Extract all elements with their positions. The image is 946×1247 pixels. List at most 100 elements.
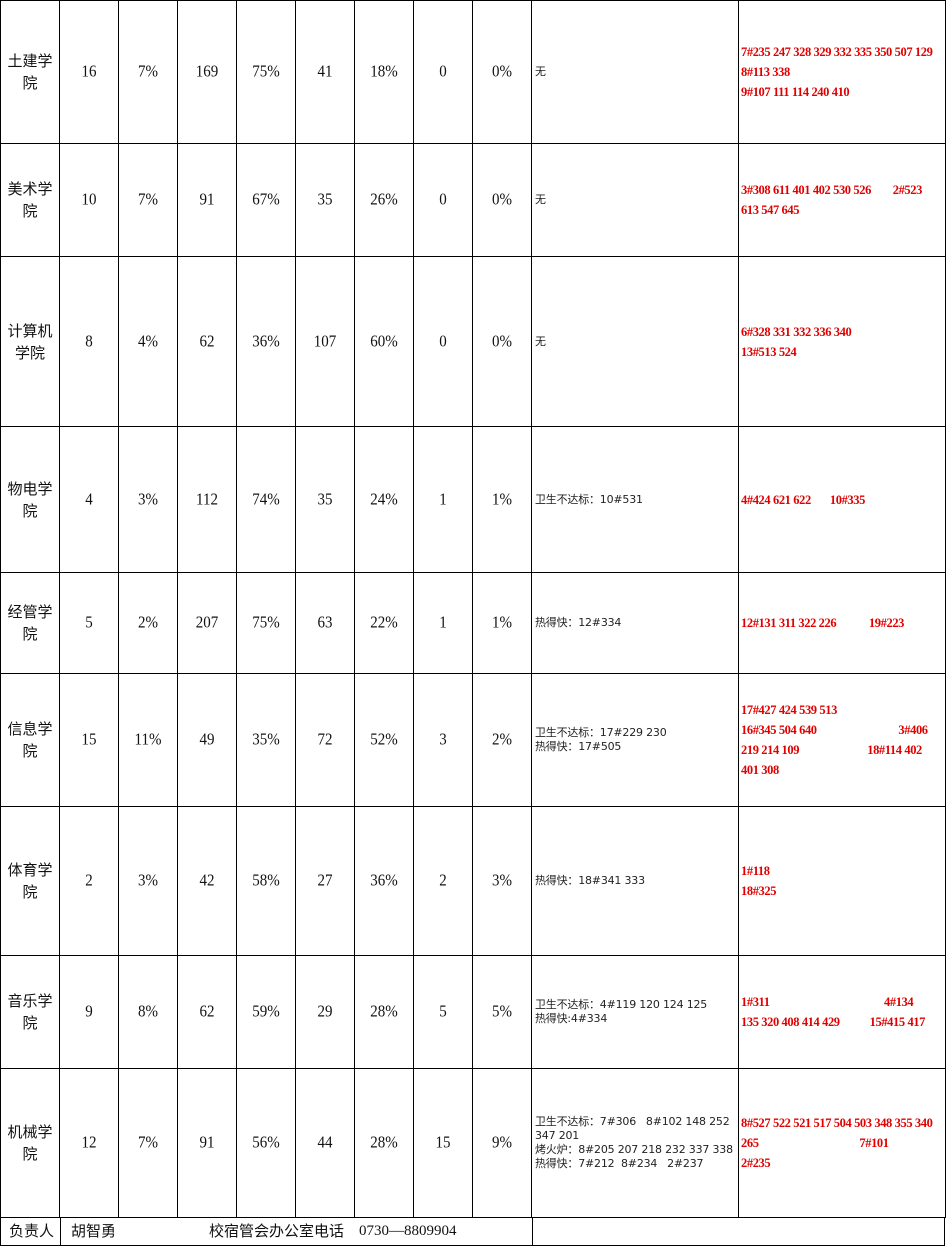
table-row: 音乐学院 9 8% 62 59% 29 28% 5 5% 卫生不达标：4#119 120 124 … bbox=[0, 946, 946, 1078]
table-row: 经管学院 5 2% 207 75% 63 22% 1 1% 热得快：12#334 12#131 31… bbox=[0, 564, 946, 682]
room-list: 7#235 247 328 329 332 335 350 507 129 8#1… bbox=[738, 0, 946, 144]
stat-cell-c7: 0 bbox=[413, 243, 473, 440]
room-line: 7#235 247 328 329 332 335 350 507 129 bbox=[741, 45, 933, 59]
stat-cell-c2: 8% bbox=[118, 946, 178, 1078]
violation-notes: 热得快：12#334 bbox=[531, 572, 739, 674]
stat-cell-c6: 22% bbox=[354, 564, 414, 682]
violation-line: 卫生不达标：4#119 120 124 125 bbox=[535, 998, 708, 1011]
stat-cell-c3: 112 bbox=[177, 414, 237, 585]
room-line: 219 214 109 18#114 402 bbox=[741, 743, 922, 757]
room-line: 265 7#101 bbox=[741, 1136, 889, 1150]
stat-cell-c5: 72 bbox=[295, 662, 355, 818]
room-list: 1#118 18#325 bbox=[738, 806, 946, 956]
table-row: 计算机学院 8 4% 62 36% 107 60% 0 0% 无 6#328 331 332 336… bbox=[0, 243, 946, 440]
stat-cell-c5: 44 bbox=[295, 1056, 355, 1230]
stat-cell-c6: 36% bbox=[354, 794, 414, 968]
room-line: 8#527 522 521 517 504 503 348 355 340 bbox=[741, 1116, 933, 1130]
stat-cell-c5: 41 bbox=[295, 0, 355, 155]
office-phone-label: 校宿管会办公室电话 bbox=[209, 1222, 345, 1240]
stat-cell-c3: 49 bbox=[177, 662, 237, 818]
room-line: 12#131 311 322 226 19#223 bbox=[741, 616, 905, 630]
college-name: 音乐学院 bbox=[0, 955, 60, 1069]
violation-line: 热得快：17#505 bbox=[535, 740, 622, 753]
stat-cell-c7: 15 bbox=[413, 1056, 473, 1230]
violation-notes: 卫生不达标：10#531 bbox=[531, 426, 739, 573]
room-line: 4#424 621 622 10#335 bbox=[741, 492, 865, 507]
room-line: 135 320 408 414 429 15#415 417 bbox=[741, 1015, 926, 1029]
stat-cell-c5: 35 bbox=[295, 414, 355, 585]
violation-notes: 无 bbox=[531, 256, 739, 427]
stat-cell-c4: 36% bbox=[236, 243, 296, 440]
table-row: 美术学院 10 7% 91 67% 35 26% 0 0% 无 3#308 611 401 402 … bbox=[0, 134, 946, 266]
stat-cell-c2: 4% bbox=[118, 243, 178, 440]
stat-cell-c4: 74% bbox=[236, 414, 296, 585]
room-list: 6#328 331 332 336 340 13#513 524 bbox=[738, 256, 946, 427]
stat-cell-c7: 0 bbox=[413, 0, 473, 155]
stat-cell-c8: 1% bbox=[472, 564, 532, 682]
room-line: 613 547 645 bbox=[741, 203, 800, 217]
violation-line: 烤火炉：8#205 207 218 232 337 338 bbox=[535, 1143, 733, 1156]
stat-cell-c8: 0% bbox=[472, 243, 532, 440]
college-name: 美术学院 bbox=[0, 143, 60, 257]
stat-cell-c1: 15 bbox=[59, 662, 119, 818]
stat-cell-c8: 9% bbox=[472, 1056, 532, 1230]
stat-cell-c2: 3% bbox=[118, 414, 178, 585]
stat-cell-c2: 7% bbox=[118, 1056, 178, 1230]
stat-cell-c8: 0% bbox=[472, 0, 532, 155]
violation-notes: 热得快：18#341 333 bbox=[531, 806, 739, 956]
stat-cell-c2: 7% bbox=[118, 0, 178, 155]
room-line: 2#235 bbox=[741, 1156, 771, 1170]
stat-cell-c1: 9 bbox=[59, 946, 119, 1078]
stat-cell-c3: 62 bbox=[177, 243, 237, 440]
violation-line: 卫生不达标：7#306 8#102 148 252 347 201 bbox=[535, 1115, 733, 1142]
room-line: 1#118 bbox=[741, 864, 770, 878]
room-line: 13#513 524 bbox=[741, 344, 797, 359]
stat-cell-c8: 3% bbox=[472, 794, 532, 968]
stat-cell-c1: 16 bbox=[59, 0, 119, 155]
room-line: 9#107 111 114 240 410 bbox=[741, 85, 850, 99]
college-name: 土建学院 bbox=[0, 0, 60, 144]
stat-cell-c1: 12 bbox=[59, 1056, 119, 1230]
room-list: 17#427 424 539 513 16#345 504 640 3#406 21… bbox=[738, 673, 946, 807]
stat-cell-c1: 8 bbox=[59, 243, 119, 440]
violation-line: 热得快：18#341 333 bbox=[535, 874, 645, 887]
room-line: 6#328 331 332 336 340 bbox=[741, 324, 852, 339]
violation-notes: 卫生不达标：4#119 120 124 125 热得快:4#334 bbox=[531, 955, 739, 1069]
stat-cell-c4: 56% bbox=[236, 1056, 296, 1230]
violation-line: 热得快：12#334 bbox=[535, 616, 622, 629]
table-row: 物电学院 4 3% 112 74% 35 24% 1 1% 卫生不达标：10#531 4#424 6… bbox=[0, 414, 946, 585]
footer-divider bbox=[60, 1217, 61, 1245]
stat-cell-c1: 4 bbox=[59, 414, 119, 585]
stat-cell-c2: 11% bbox=[118, 662, 178, 818]
violation-line: 无 bbox=[535, 334, 546, 348]
table-row: 土建学院 16 7% 169 75% 41 18% 0 0% 无 7#235 247 328 329… bbox=[0, 0, 946, 155]
footer-divider bbox=[532, 1217, 533, 1245]
stat-cell-c8: 5% bbox=[472, 946, 532, 1078]
room-line: 1#311 4#134 bbox=[741, 995, 914, 1009]
stat-cell-c6: 24% bbox=[354, 414, 414, 585]
stat-cell-c8: 2% bbox=[472, 662, 532, 818]
room-list: 1#311 4#134 135 320 408 414 429 15#415 41… bbox=[738, 955, 946, 1069]
responsible-label: 负责人 bbox=[9, 1222, 55, 1240]
stat-cell-c6: 52% bbox=[354, 662, 414, 818]
room-line: 17#427 424 539 513 bbox=[741, 703, 837, 717]
college-name: 计算机学院 bbox=[0, 256, 60, 427]
violation-line: 卫生不达标：17#229 230 bbox=[535, 726, 667, 739]
stat-cell-c5: 27 bbox=[295, 794, 355, 968]
college-name: 体育学院 bbox=[0, 806, 60, 956]
office-phone-number: 0730—8809904 bbox=[359, 1223, 457, 1239]
stat-cell-c5: 107 bbox=[295, 243, 355, 440]
stat-cell-c3: 91 bbox=[177, 1056, 237, 1230]
violation-line: 卫生不达标：10#531 bbox=[535, 492, 643, 506]
stat-cell-c3: 169 bbox=[177, 0, 237, 155]
stat-cell-c7: 5 bbox=[413, 946, 473, 1078]
stat-cell-c3: 42 bbox=[177, 794, 237, 968]
violation-notes: 无 bbox=[531, 143, 739, 257]
table-row: 体育学院 2 3% 42 58% 27 36% 2 3% 热得快：18#341 333 1#118 1… bbox=[0, 794, 946, 968]
room-list: 4#424 621 622 10#335 bbox=[738, 426, 946, 573]
room-list: 12#131 311 322 226 19#223 bbox=[738, 572, 946, 674]
violation-notes: 卫生不达标：17#229 230 热得快：17#505 bbox=[531, 673, 739, 807]
responsible-name: 胡智勇 bbox=[71, 1222, 117, 1240]
stat-cell-c6: 60% bbox=[354, 243, 414, 440]
